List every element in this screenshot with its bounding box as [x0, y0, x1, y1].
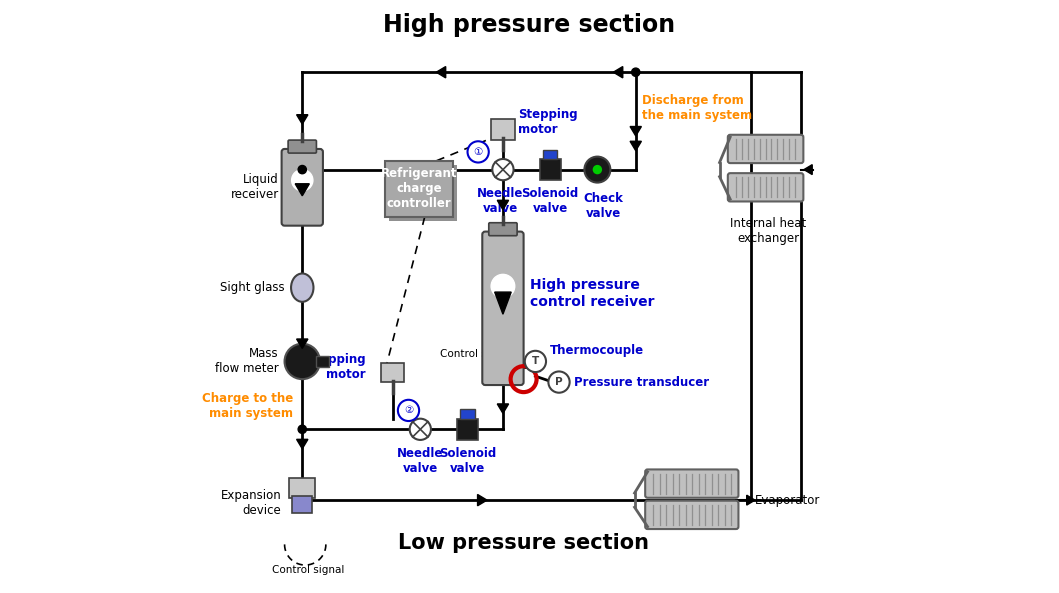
Text: Mass
flow meter: Mass flow meter: [215, 347, 279, 375]
Text: Solenoid
valve: Solenoid valve: [438, 447, 497, 475]
Circle shape: [285, 344, 320, 379]
FancyBboxPatch shape: [645, 500, 738, 529]
Text: P: P: [555, 377, 562, 387]
Polygon shape: [804, 165, 812, 174]
FancyBboxPatch shape: [317, 356, 329, 367]
Text: High pressure
control receiver: High pressure control receiver: [530, 279, 654, 308]
FancyBboxPatch shape: [384, 161, 453, 217]
Text: Pressure transducer: Pressure transducer: [574, 375, 708, 388]
FancyBboxPatch shape: [491, 119, 515, 139]
FancyBboxPatch shape: [482, 232, 523, 385]
Polygon shape: [436, 66, 446, 78]
Circle shape: [398, 400, 419, 421]
FancyBboxPatch shape: [456, 419, 479, 440]
FancyBboxPatch shape: [728, 135, 804, 163]
Ellipse shape: [291, 273, 313, 302]
FancyBboxPatch shape: [728, 173, 804, 202]
Circle shape: [410, 419, 431, 440]
Polygon shape: [613, 66, 623, 78]
Text: Expansion
device: Expansion device: [221, 489, 282, 517]
FancyBboxPatch shape: [292, 496, 312, 513]
Circle shape: [291, 170, 312, 191]
Polygon shape: [495, 292, 511, 314]
Polygon shape: [498, 404, 508, 413]
Text: Refrigerant
charge
controller: Refrigerant charge controller: [380, 167, 457, 211]
Circle shape: [585, 157, 610, 183]
Polygon shape: [747, 495, 755, 505]
Circle shape: [525, 351, 546, 372]
Circle shape: [593, 165, 603, 174]
Text: Low pressure section: Low pressure section: [398, 533, 649, 553]
Text: Solenoid
valve: Solenoid valve: [521, 187, 579, 215]
FancyBboxPatch shape: [282, 149, 323, 226]
Text: Needle
valve: Needle valve: [477, 187, 523, 215]
Polygon shape: [297, 114, 308, 124]
Text: ①: ①: [473, 147, 483, 157]
Text: Internal heat
exchanger: Internal heat exchanger: [731, 217, 807, 245]
FancyBboxPatch shape: [389, 165, 456, 221]
FancyBboxPatch shape: [532, 363, 539, 371]
Polygon shape: [630, 126, 642, 136]
FancyBboxPatch shape: [289, 479, 316, 498]
FancyBboxPatch shape: [381, 363, 405, 382]
Text: Sight glass: Sight glass: [220, 281, 285, 294]
FancyBboxPatch shape: [645, 470, 738, 498]
Text: Control signal: Control signal: [272, 565, 344, 575]
Circle shape: [299, 165, 306, 174]
Polygon shape: [297, 439, 308, 449]
Polygon shape: [295, 184, 309, 196]
Circle shape: [299, 425, 306, 433]
Text: ②: ②: [403, 406, 413, 416]
Text: Evaporator: Evaporator: [755, 493, 821, 506]
Text: Discharge from
the main system: Discharge from the main system: [642, 94, 752, 122]
Polygon shape: [630, 141, 642, 151]
Text: High pressure section: High pressure section: [383, 13, 676, 37]
Polygon shape: [478, 495, 487, 506]
Text: Stepping
motor: Stepping motor: [518, 109, 577, 136]
Circle shape: [631, 68, 640, 76]
Text: Liquid
receiver: Liquid receiver: [231, 173, 279, 201]
FancyBboxPatch shape: [539, 159, 561, 180]
FancyBboxPatch shape: [461, 409, 474, 419]
Text: Thermocouple: Thermocouple: [551, 345, 644, 358]
Text: Control signal: Control signal: [439, 349, 513, 359]
Text: Stepping
motor: Stepping motor: [306, 353, 365, 381]
Text: T: T: [532, 356, 539, 366]
FancyBboxPatch shape: [543, 149, 557, 159]
FancyBboxPatch shape: [489, 223, 517, 235]
Circle shape: [491, 275, 515, 298]
Text: Needle
valve: Needle valve: [397, 447, 444, 475]
Polygon shape: [297, 339, 308, 349]
Text: Charge to the
main system: Charge to the main system: [202, 392, 293, 420]
Polygon shape: [498, 200, 508, 210]
Circle shape: [467, 141, 489, 162]
Circle shape: [492, 159, 514, 180]
Text: Check
valve: Check valve: [584, 192, 623, 220]
FancyBboxPatch shape: [288, 140, 317, 153]
Circle shape: [549, 371, 570, 393]
